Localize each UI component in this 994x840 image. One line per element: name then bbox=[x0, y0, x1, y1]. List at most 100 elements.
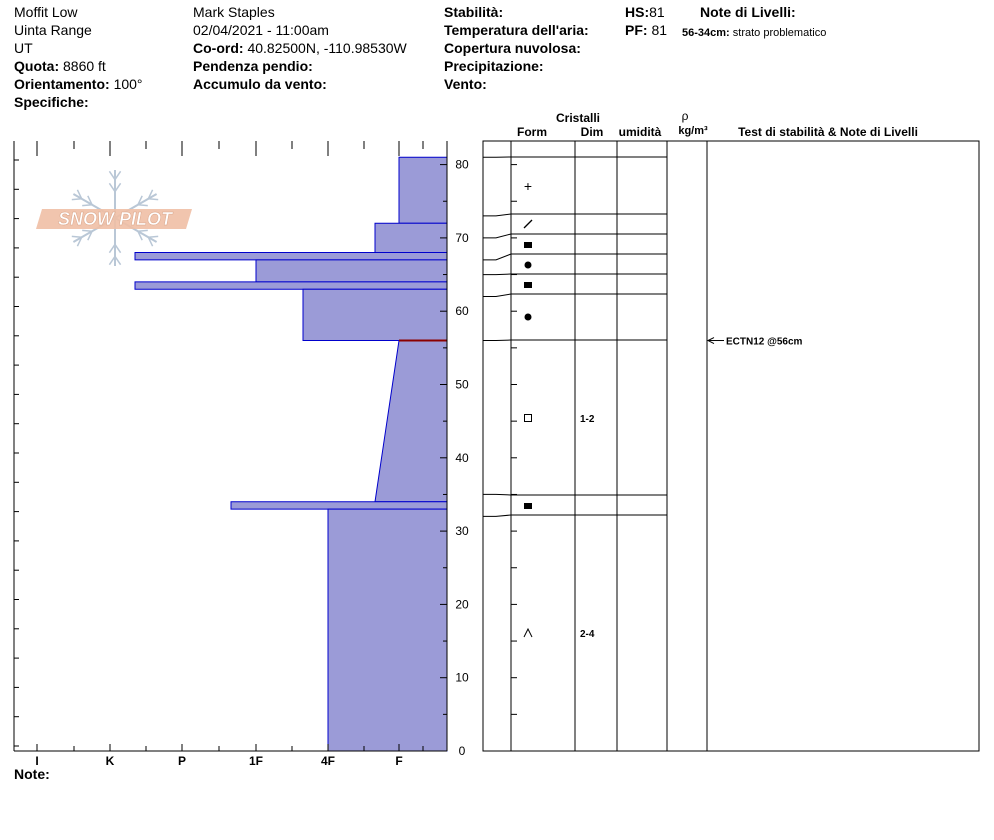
observer: Mark Staples bbox=[193, 4, 275, 20]
grain-form-symbol bbox=[524, 282, 532, 288]
y-tick-label: 80 bbox=[455, 158, 469, 172]
y-tick-label: 10 bbox=[455, 671, 469, 685]
snowflake-branch bbox=[71, 235, 82, 238]
layer-connector bbox=[483, 514, 512, 517]
hardness-layer bbox=[398, 156, 448, 224]
x-tick-label: F bbox=[395, 754, 402, 768]
cloud-label: Copertura nuvolosa: bbox=[444, 40, 581, 56]
snowflake-branch bbox=[76, 189, 83, 200]
layer-connector bbox=[483, 493, 512, 496]
wind-label: Vento: bbox=[444, 76, 487, 92]
snowflake-branch bbox=[108, 243, 116, 254]
snowflake-branch bbox=[82, 204, 93, 207]
snowflake-branch bbox=[114, 170, 122, 181]
logo-text: SNOW PILOT bbox=[58, 209, 174, 229]
y-tick-label: 30 bbox=[455, 524, 469, 538]
layer-connector bbox=[483, 213, 512, 217]
aspect: Orientamento: 100° bbox=[14, 76, 143, 92]
stability-test-label: ECTN12 @56cm bbox=[726, 337, 803, 348]
elevation-value: 8860 ft bbox=[63, 58, 106, 74]
air-temp-label: Temperatura dell'aria: bbox=[444, 22, 589, 38]
coords: Co-ord: 40.82500N, -110.98530W bbox=[193, 40, 407, 56]
hardness-profile bbox=[134, 156, 448, 752]
form-header: Form bbox=[517, 125, 547, 139]
layer-connector bbox=[483, 293, 512, 297]
precip-label: Precipitazione: bbox=[444, 58, 544, 74]
crystals-header: Cristalli bbox=[556, 111, 600, 125]
x-tick-label: 4F bbox=[321, 754, 335, 768]
snowflake-branch bbox=[87, 230, 93, 241]
hs-value: 81 bbox=[649, 4, 665, 20]
hardness-layer bbox=[374, 222, 448, 254]
grain-size-label: 2-4 bbox=[580, 629, 595, 640]
stability-label: Stabilità: bbox=[444, 4, 504, 20]
grain-size-label: 1-2 bbox=[580, 414, 595, 425]
aspect-label: Orientamento: bbox=[14, 76, 110, 92]
snowflake-branch bbox=[137, 195, 143, 206]
elevation: Quota: 8860 ft bbox=[14, 58, 106, 74]
x-tick-label: K bbox=[106, 754, 115, 768]
location: Moffit Low bbox=[14, 4, 78, 20]
x-tick-label: 1F bbox=[249, 754, 263, 768]
grain-form-symbol bbox=[524, 242, 532, 248]
layer-connector bbox=[483, 253, 512, 261]
table-frame bbox=[482, 140, 980, 752]
snowflake-branch bbox=[87, 195, 93, 206]
pf-value: 81 bbox=[651, 22, 668, 38]
moisture-header: umidità bbox=[619, 125, 662, 139]
hardness-layer bbox=[302, 288, 448, 342]
layer-note: 56-34cm: strato problematico bbox=[682, 25, 826, 41]
logo-banner bbox=[36, 209, 192, 229]
layer-connector bbox=[483, 233, 512, 239]
layer-notes-label: Note di Livelli: bbox=[700, 4, 796, 20]
snowflake-branch bbox=[148, 198, 159, 201]
rho-header: ρ bbox=[682, 109, 689, 123]
tests-header: Test di stabilità & Note di Livelli bbox=[738, 125, 918, 139]
x-tick-label: I bbox=[35, 754, 38, 768]
layer-table: +1-2 2-4 ECTN12 @56cm bbox=[482, 140, 980, 752]
coords-label: Co-ord: bbox=[193, 40, 244, 56]
hardness-layer bbox=[134, 252, 448, 261]
hardness-layer bbox=[230, 501, 448, 510]
notes-label: Note: bbox=[14, 766, 50, 782]
layer-connector bbox=[483, 339, 512, 341]
y-tick-label: 50 bbox=[455, 378, 469, 392]
snowflake-branch bbox=[148, 235, 159, 238]
y-tick-label: 70 bbox=[455, 231, 469, 245]
datetime: 02/04/2021 - 11:00am bbox=[193, 22, 329, 38]
dim-header: Dim bbox=[581, 125, 604, 139]
state: UT bbox=[14, 40, 33, 56]
density-unit-header: kg/m³ bbox=[678, 125, 708, 137]
grain-form-symbol bbox=[524, 313, 532, 321]
grain-form-symbol bbox=[524, 261, 532, 269]
layer-note-range: 56-34cm: bbox=[682, 27, 730, 39]
layer-connector bbox=[483, 273, 512, 276]
elevation-label: Quota: bbox=[14, 58, 60, 74]
grain-form-symbol bbox=[523, 627, 533, 638]
specifics-label: Specifiche: bbox=[14, 94, 89, 110]
hardness-layer bbox=[327, 508, 448, 752]
grain-form-symbol: + bbox=[524, 178, 532, 194]
grain-form-symbol bbox=[523, 219, 533, 229]
layer-note-text: strato problematico bbox=[732, 27, 827, 39]
snowflake-branch bbox=[147, 189, 154, 200]
snowflake-branch bbox=[137, 230, 143, 241]
y-tick-label: 40 bbox=[455, 451, 469, 465]
snowflake-branch bbox=[137, 204, 148, 207]
y-tick-label: 20 bbox=[455, 597, 469, 611]
hardness-layer bbox=[374, 340, 448, 503]
test-marker-arrow bbox=[706, 337, 715, 344]
aspect-value: 100° bbox=[113, 76, 143, 92]
snowflake-branch bbox=[71, 198, 82, 201]
hs: HS:81 bbox=[625, 4, 665, 20]
snow-pilot-logo: SNOW PILOT bbox=[36, 170, 192, 266]
grain-form-symbol bbox=[524, 503, 532, 509]
range: Uinta Range bbox=[14, 22, 92, 38]
snowflake-branch bbox=[114, 182, 122, 193]
snowflake-branch bbox=[82, 229, 93, 232]
hardness-axes: 0 10 20 30 40 50 60 70 80 I K P 1F 4F F bbox=[13, 141, 469, 768]
snowflake-branch bbox=[108, 182, 116, 193]
y-tick-label: 60 bbox=[455, 304, 469, 318]
snowflake-branch bbox=[147, 236, 154, 247]
